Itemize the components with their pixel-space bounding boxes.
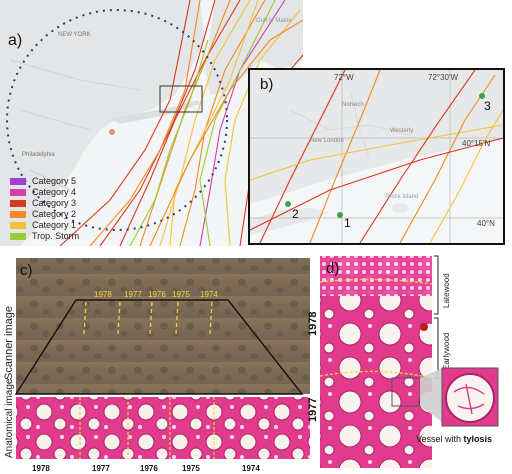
lon-label-72-30w: 72°30'W — [428, 73, 459, 82]
legend-swatch — [10, 199, 26, 207]
inset-box — [159, 85, 203, 113]
legend-swatch — [10, 188, 26, 196]
panel-c-label: c) — [20, 262, 33, 279]
mainland — [250, 70, 503, 204]
long-island — [110, 100, 200, 124]
land-mass-west — [0, 0, 205, 246]
lat-label-40n: 40°N — [477, 219, 495, 228]
legend-item: Category 4 — [10, 187, 79, 197]
site-2-marker — [285, 201, 291, 207]
scanner-year-1975: 1975 — [172, 290, 190, 299]
legend-item: Category 3 — [10, 198, 79, 208]
bottom-year-1974: 1974 — [242, 464, 260, 473]
year-1978-label: 1978 — [307, 312, 319, 336]
legend-swatch — [10, 232, 26, 240]
place-gulf-of-maine: Gulf of Maine — [256, 18, 292, 24]
legend-item: Category 1 — [10, 220, 79, 230]
legend-swatch — [10, 210, 26, 218]
legend-label: Category 2 — [32, 209, 77, 219]
radius-circle — [6, 9, 228, 231]
panel-c: 1978 1977 1976 1975 1974 Scanner image A… — [0, 252, 312, 474]
place-block-island: Block Island — [386, 194, 418, 200]
earlywood-label: Earlywood — [442, 333, 451, 370]
legend-label: Category 5 — [32, 176, 77, 186]
site-3-label: 3 — [484, 99, 491, 113]
block-island — [392, 203, 408, 213]
tree-ring-images: 1978 1977 1976 1975 1974 Scanner image A… — [3, 258, 310, 473]
category-legend: Category 5 Category 4 Category 3 Category 2… — [10, 176, 79, 242]
scanner-year-1978: 1978 — [94, 290, 112, 299]
wood-anatomy-detail: Latewood Earlywood 1978 1977 Vessel with… — [307, 255, 499, 468]
new-york-marker — [109, 129, 115, 135]
bottom-year-1977: 1977 — [92, 464, 110, 473]
site-1-marker — [337, 212, 343, 218]
vessel-caption: Vessel with tylosis — [416, 434, 492, 444]
scanner-year-1974: 1974 — [200, 290, 218, 299]
zoom-trapezoid — [14, 299, 304, 395]
anatomical-image — [16, 397, 310, 459]
legend-label: Category 1 — [32, 220, 77, 230]
inset-map: 72°W 72°30'W 40°15'N 40°N Norwich New Lo… — [250, 70, 503, 243]
scanner-image-label: Scanner image — [3, 306, 15, 380]
site-3-marker — [479, 93, 485, 99]
legend-label: Category 4 — [32, 187, 77, 197]
place-new-york: NEW YORK — [58, 32, 91, 38]
lat-label-40-15n: 40°15'N — [462, 139, 491, 148]
bottom-year-1975: 1975 — [182, 464, 200, 473]
place-norwich: Norwich — [342, 102, 364, 108]
latewood-label: Latewood — [442, 273, 451, 308]
panel-a-label: a) — [8, 32, 23, 49]
legend-item: Category 2 — [10, 209, 79, 219]
site-1-label: 1 — [344, 216, 351, 230]
scanner-image — [16, 258, 310, 394]
scanner-year-1976: 1976 — [148, 290, 166, 299]
legend-label: Trop. Storm — [32, 231, 80, 241]
scanner-year-1977: 1977 — [124, 290, 142, 299]
place-westerly: Westerly — [390, 128, 413, 134]
bottom-year-1978: 1978 — [32, 464, 50, 473]
legend-label: Category 3 — [32, 198, 77, 208]
legend-swatch — [10, 177, 26, 185]
panel-b-label: b) — [260, 76, 274, 93]
legend-item: Category 5 — [10, 176, 79, 186]
panel-b-map: 72°W 72°30'W 40°15'N 40°N Norwich New Lo… — [248, 68, 505, 245]
place-new-london: New London — [310, 138, 344, 144]
legend-swatch — [10, 221, 26, 229]
bottom-year-1976: 1976 — [140, 464, 158, 473]
legend-item: Trop. Storm — [10, 231, 79, 241]
place-philadelphia: Philadelphia — [22, 152, 55, 158]
year-1977-label: 1977 — [307, 398, 319, 422]
panel-d: Latewood Earlywood 1978 1977 Vessel with… — [296, 252, 512, 474]
panel-d-label: d) — [326, 260, 340, 277]
inset-storm-tracks — [250, 70, 503, 243]
site-2-label: 2 — [292, 207, 299, 221]
anatomical-image-label: Anatomical image — [4, 378, 15, 458]
long-island-fork — [250, 208, 330, 235]
lon-label-72w: 72°W — [334, 73, 354, 82]
